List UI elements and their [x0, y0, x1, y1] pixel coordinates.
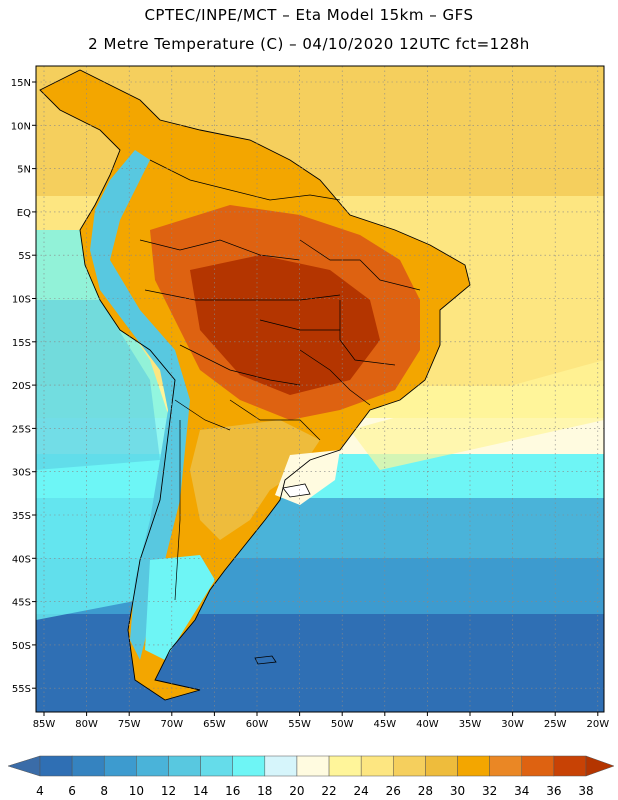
- colorbar-swatch: [296, 755, 330, 777]
- lon-tick-label: 80W: [75, 719, 98, 730]
- lon-tick-label: 45W: [373, 719, 396, 730]
- lat-tick-label: 30S: [12, 468, 31, 479]
- colorbar-tick-label: 10: [129, 784, 144, 798]
- southern-cone-warm: [190, 420, 320, 540]
- colorbar-swatch: [360, 755, 394, 777]
- lon-tick-label: 85W: [33, 719, 56, 730]
- colorbar-swatch: [103, 755, 137, 777]
- lat-tick-label: 25S: [12, 424, 31, 435]
- colorbar-tick-label: 34: [514, 784, 529, 798]
- colorbar-tick-label: 38: [578, 784, 593, 798]
- lat-tick-label: 45S: [12, 598, 31, 609]
- colorbar-tick-label: 14: [193, 784, 208, 798]
- lon-tick-label: 30W: [501, 719, 524, 730]
- interior-hottest-zone: [190, 255, 380, 395]
- colorbar-tick-label: 6: [68, 784, 76, 798]
- colorbar-tick-label: 4: [36, 784, 44, 798]
- colorbar-labels: 4 6 8 10 12 14 16 18 20 22 24 26 28 30 32 34 36 38: [36, 784, 593, 798]
- colorbar-swatch: [328, 755, 362, 777]
- colorbar-tick-label: 18: [257, 784, 272, 798]
- latitude-labels: 15N 10N 5N EQ 5S 10S 15S 20S 25S 30S 35S 40S 45S 50S 5…: [11, 78, 36, 695]
- ocean-band-6: [36, 614, 604, 712]
- lat-tick-label: 5N: [17, 165, 31, 176]
- colorbar-swatch: [489, 755, 523, 777]
- colorbar-swatch: [71, 755, 105, 777]
- map-field: [36, 66, 604, 712]
- colorbar-tick-label: 30: [450, 784, 465, 798]
- colorbar-tick-label: 22: [321, 784, 336, 798]
- lon-tick-label: 25W: [544, 719, 567, 730]
- lon-tick-label: 35W: [459, 719, 482, 730]
- patagonia-cool: [145, 555, 215, 660]
- lat-tick-label: 55S: [12, 684, 31, 695]
- colorbar-tick-label: 28: [418, 784, 433, 798]
- map-frame: [35, 65, 605, 713]
- colorbar-swatch: [136, 755, 169, 777]
- colorbar-tick-label: 12: [161, 784, 176, 798]
- lat-tick-label: EQ: [17, 208, 31, 219]
- colorbar-swatch: [264, 755, 298, 777]
- colorbar-swatch: [168, 755, 201, 777]
- title-line-1: CPTEC/INPE/MCT – Eta Model 15km – GFS: [144, 6, 474, 24]
- coastline: [39, 69, 471, 701]
- colorbar-arrow-low: [7, 755, 41, 777]
- country-borders: [139, 159, 421, 601]
- lon-tick-label: 60W: [246, 719, 269, 730]
- lat-tick-label: 15S: [12, 338, 31, 349]
- colorbar-tick-label: 20: [289, 784, 304, 798]
- graticule: [36, 66, 604, 712]
- lat-tick-label: 5S: [18, 251, 31, 262]
- colorbar-swatch: [39, 755, 73, 777]
- colorbar-swatch: [521, 755, 555, 777]
- colorbar-swatch: [200, 755, 233, 777]
- colorbar-tick-label: 26: [386, 784, 401, 798]
- lagoon: [282, 483, 311, 498]
- colorbar-tick-label: 32: [482, 784, 497, 798]
- colorbar-tick-label: 16: [225, 784, 240, 798]
- lon-tick-label: 40W: [416, 719, 439, 730]
- lat-tick-label: 35S: [12, 511, 31, 522]
- lat-tick-label: 10S: [12, 295, 31, 306]
- colorbar-swatch: [393, 755, 426, 777]
- lon-tick-label: 55W: [288, 719, 311, 730]
- colorbar-tick-label: 36: [546, 784, 561, 798]
- colorbar-tick-label: 24: [354, 784, 369, 798]
- lon-tick-label: 50W: [331, 719, 354, 730]
- lat-tick-label: 50S: [12, 641, 31, 652]
- andes-cold-strip: [90, 150, 190, 660]
- falkland-islands: [254, 655, 277, 665]
- lat-tick-label: 40S: [12, 554, 31, 565]
- lon-tick-label: 70W: [160, 719, 183, 730]
- colorbar-swatch: [553, 755, 587, 777]
- longitude-labels: 85W 80W 75W 70W 65W 60W 55W 50W 45W 40W 35W 30W 25W 2…: [33, 712, 609, 730]
- lat-tick-label: 20S: [12, 381, 31, 392]
- colorbar-swatch: [425, 755, 458, 777]
- title-line-2: 2 Metre Temperature (C) – 04/10/2020 12U…: [88, 35, 530, 53]
- colorbar: [7, 755, 615, 777]
- lat-tick-label: 15N: [11, 78, 31, 89]
- lon-tick-label: 75W: [118, 719, 141, 730]
- lon-tick-label: 65W: [203, 719, 226, 730]
- colorbar-swatch: [232, 755, 266, 777]
- colorbar-arrow-high: [585, 755, 615, 777]
- colorbar-swatch: [457, 755, 490, 777]
- atlantic-warm-tongue: [350, 360, 604, 470]
- lon-tick-label: 20W: [586, 719, 609, 730]
- lat-tick-label: 10N: [11, 121, 31, 132]
- colorbar-tick-label: 8: [100, 784, 108, 798]
